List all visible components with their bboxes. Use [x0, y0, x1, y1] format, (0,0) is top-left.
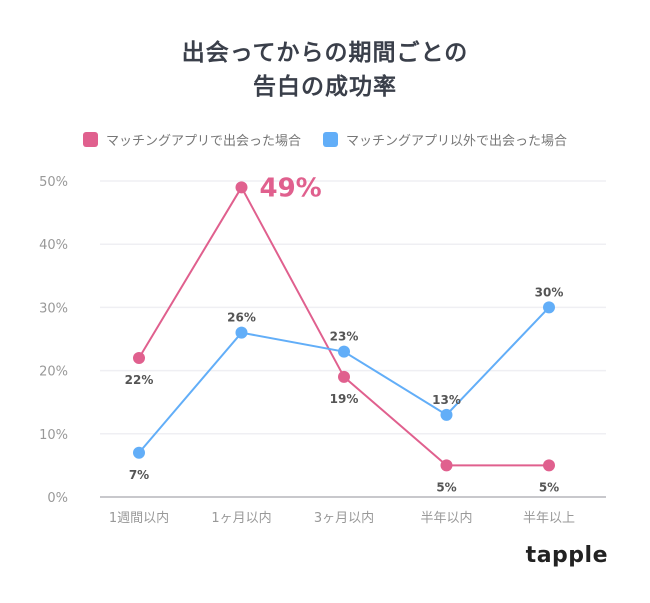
- tapple-logo: tapple: [525, 543, 608, 568]
- legend-swatch: [82, 132, 98, 147]
- data-label: 19%: [330, 392, 359, 406]
- title-line-1: 出会ってからの期間ごとの: [181, 40, 469, 66]
- legend-item-other: マッチングアプリ以外で出会った場合: [323, 130, 567, 149]
- legend-label: マッチングアプリ以外で出会った場合: [346, 134, 568, 149]
- chart-title: 出会ってからの期間ごとの 告白の成功率: [0, 36, 650, 104]
- data-point: [133, 351, 145, 364]
- data-label: 5%: [436, 480, 456, 494]
- data-point: [440, 408, 453, 421]
- data-point: [543, 459, 555, 472]
- data-label: 23%: [330, 330, 359, 344]
- series-line: [138, 185, 549, 467]
- data-label: 30%: [535, 285, 564, 299]
- data-label: 13%: [432, 393, 461, 407]
- title-line-2: 告白の成功率: [253, 74, 397, 100]
- legend: マッチングアプリで出会った場合 マッチングアプリ以外で出会った場合: [0, 130, 650, 149]
- x-tick-label: 1週間以内: [109, 510, 169, 526]
- y-tick-label: 50%: [39, 175, 68, 190]
- legend-label: マッチングアプリで出会った場合: [105, 134, 301, 149]
- x-tick-label: 3ヶ月以内: [314, 510, 374, 526]
- y-tick-label: 40%: [39, 238, 68, 253]
- y-tick-label: 10%: [39, 428, 68, 443]
- x-tick-label: 半年以内: [420, 510, 472, 526]
- data-point: [235, 181, 248, 194]
- data-point: [440, 459, 453, 472]
- y-tick-label: 20%: [39, 365, 68, 380]
- data-label: 5%: [539, 480, 559, 494]
- x-tick-label: 半年以上: [523, 511, 575, 526]
- data-point: [338, 345, 350, 358]
- data-label: 26%: [227, 311, 256, 325]
- data-point: [543, 301, 555, 314]
- legend-swatch: [323, 132, 338, 147]
- data-point: [338, 370, 350, 383]
- x-tick-label: 1ヶ月以内: [211, 510, 271, 526]
- data-label: 22%: [125, 373, 154, 387]
- legend-item-app: マッチングアプリで出会った場合: [82, 130, 301, 149]
- data-point: [133, 446, 145, 459]
- data-point: [235, 326, 248, 339]
- y-tick-label: 30%: [39, 301, 68, 316]
- data-label-highlight: 49%: [260, 173, 322, 203]
- y-tick-label: 0%: [47, 491, 68, 506]
- data-label: 7%: [129, 468, 149, 482]
